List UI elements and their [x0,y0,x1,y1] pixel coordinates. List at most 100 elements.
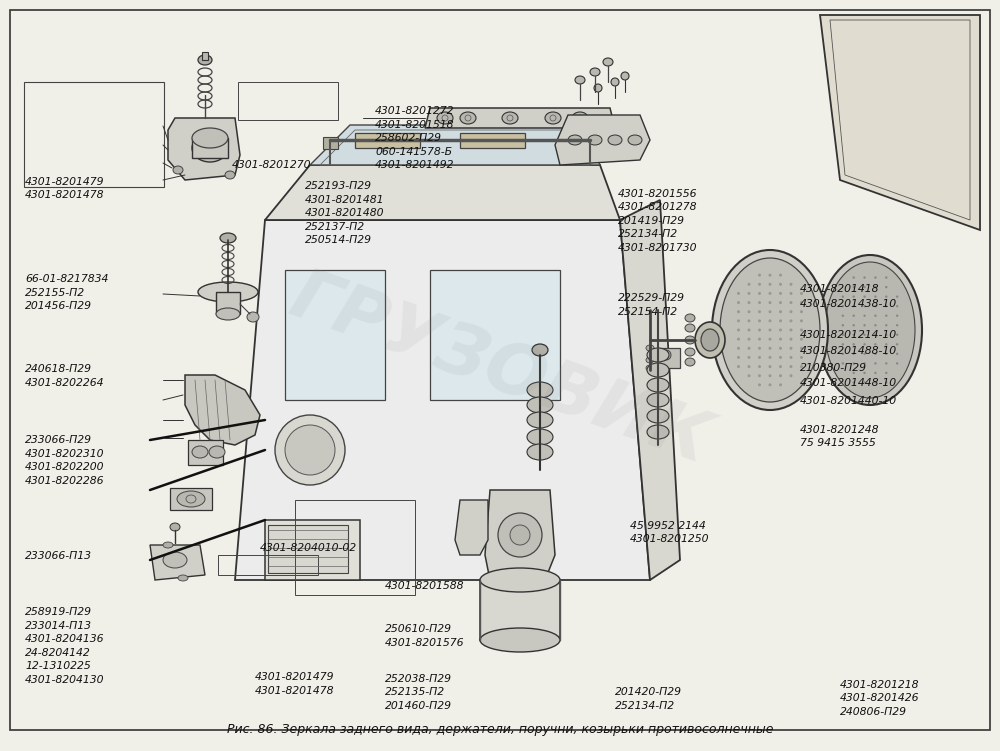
Circle shape [737,365,740,368]
Ellipse shape [460,112,476,124]
Circle shape [748,319,750,322]
Ellipse shape [575,76,585,84]
Polygon shape [150,545,205,580]
Circle shape [758,374,761,377]
Circle shape [779,365,782,368]
Polygon shape [168,118,240,180]
Polygon shape [310,125,600,165]
Circle shape [853,295,855,298]
Text: 24-8204142: 24-8204142 [25,647,91,658]
Circle shape [874,315,877,317]
Circle shape [863,286,866,288]
Ellipse shape [545,112,561,124]
Circle shape [790,319,792,322]
Bar [430,270,560,400]
Circle shape [853,333,855,336]
Ellipse shape [647,378,669,392]
Bar [188,440,223,465]
Circle shape [661,350,671,360]
Circle shape [779,383,782,386]
Circle shape [768,328,772,331]
Text: 75 9415 3555: 75 9415 3555 [800,438,876,448]
Text: 4301-8201478: 4301-8201478 [255,686,334,696]
Circle shape [779,292,782,295]
Circle shape [758,338,761,341]
Circle shape [748,310,750,313]
Ellipse shape [646,365,654,371]
Text: 4301-8201479: 4301-8201479 [255,672,334,683]
Ellipse shape [177,491,205,507]
Bar [460,133,525,148]
Polygon shape [455,500,488,555]
Circle shape [874,343,877,345]
Circle shape [285,425,335,475]
Ellipse shape [647,409,669,423]
Circle shape [885,315,887,317]
Circle shape [885,362,887,364]
Circle shape [758,273,761,276]
Circle shape [863,276,866,279]
Circle shape [896,315,898,317]
Circle shape [874,372,877,374]
Text: 4301-8204136: 4301-8204136 [25,634,104,644]
Ellipse shape [712,250,828,410]
Circle shape [768,338,772,341]
Bar [170,488,212,510]
Circle shape [863,372,866,374]
Circle shape [853,315,855,317]
Circle shape [800,347,803,350]
Circle shape [621,72,629,80]
Circle shape [896,333,898,336]
Circle shape [885,276,887,279]
Circle shape [779,310,782,313]
Ellipse shape [216,308,240,320]
Circle shape [768,301,772,304]
Circle shape [748,356,750,359]
Ellipse shape [720,258,820,402]
Circle shape [779,301,782,304]
Bar [192,138,228,158]
Text: 252137-П2: 252137-П2 [305,222,365,232]
Text: 4301-8201481: 4301-8201481 [305,195,384,205]
Text: 4301-8201588: 4301-8201588 [385,581,464,591]
Circle shape [768,365,772,368]
Ellipse shape [527,382,553,398]
Ellipse shape [502,112,518,124]
Circle shape [748,374,750,377]
Circle shape [748,292,750,295]
Bar [24,82,164,187]
Ellipse shape [527,397,553,413]
Ellipse shape [825,262,915,398]
Ellipse shape [588,135,602,145]
Text: 4301-8201492: 4301-8201492 [375,160,454,170]
Polygon shape [265,520,360,580]
Ellipse shape [572,112,588,124]
Circle shape [863,333,866,336]
Ellipse shape [646,357,654,363]
Circle shape [748,338,750,341]
Polygon shape [820,15,980,230]
Circle shape [768,383,772,386]
Ellipse shape [247,312,259,322]
Circle shape [779,328,782,331]
Ellipse shape [685,348,695,356]
Circle shape [863,362,866,364]
Ellipse shape [198,55,212,65]
Ellipse shape [685,358,695,366]
Circle shape [758,301,761,304]
Ellipse shape [209,446,225,458]
Text: 4301-8201730: 4301-8201730 [618,243,698,253]
Circle shape [874,305,877,307]
Text: 4301-8201479: 4301-8201479 [25,176,104,187]
Circle shape [737,301,740,304]
Text: 252154-П2: 252154-П2 [618,306,678,317]
Circle shape [768,292,772,295]
Circle shape [737,328,740,331]
Circle shape [748,328,750,331]
Bar [582,137,597,149]
Text: 233014-П13: 233014-П13 [25,620,92,631]
Ellipse shape [192,128,228,148]
Circle shape [800,319,803,322]
Text: 060-141578-Б: 060-141578-Б [375,146,452,157]
Text: 4301-8201478: 4301-8201478 [25,190,104,201]
